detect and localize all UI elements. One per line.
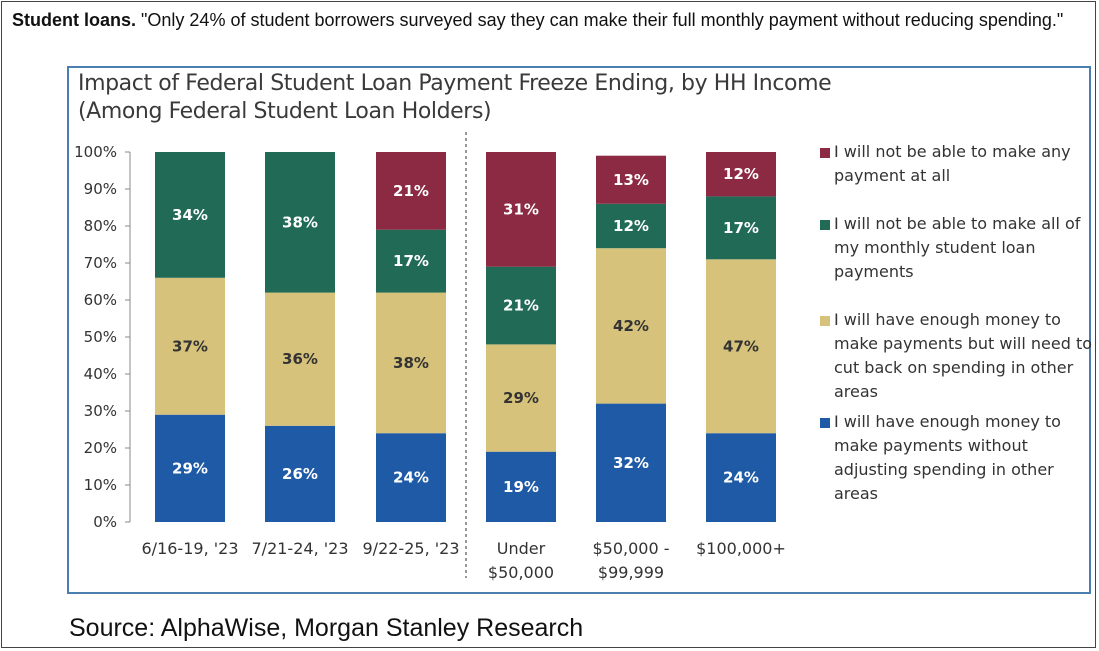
x-category-label: $99,999: [598, 563, 664, 582]
x-category-label: $50,000: [488, 563, 554, 582]
y-tick-label: 60%: [84, 291, 117, 309]
bar-segment: [155, 277, 225, 415]
source-note: Source: AlphaWise, Morgan Stanley Resear…: [69, 614, 584, 642]
legend-item: I will have enough money to make payments…: [818, 410, 1094, 506]
bar-segment: [706, 433, 776, 522]
legend-label: areas: [834, 484, 879, 503]
legend-label: payment at all: [834, 166, 951, 185]
legend-item: I will not be able to make all of my mont…: [818, 212, 1094, 284]
bar-data-label: 36%: [282, 350, 318, 368]
y-tick-label: 30%: [84, 402, 117, 420]
bar-data-label: 12%: [723, 165, 759, 183]
bar-data-label: 31%: [503, 200, 539, 218]
y-tick-label: 70%: [84, 254, 117, 272]
bar-segment: [376, 152, 446, 230]
legend-label: I will have enough money to: [834, 412, 1061, 431]
bar-segment: [486, 266, 556, 345]
bar-segment: [706, 196, 776, 260]
x-category-label: 6/16-19, '23: [142, 539, 239, 558]
bar-data-label: 24%: [393, 469, 429, 487]
bar-data-label: 38%: [393, 354, 429, 372]
legend-label: I will have enough money to: [834, 310, 1061, 329]
legend-swatch: [820, 316, 830, 326]
bar-data-label: 17%: [393, 252, 429, 270]
bar-segment: [706, 259, 776, 434]
chart-frame: [67, 66, 1091, 594]
legend-label: adjusting spending in other: [834, 460, 1054, 479]
y-tick-label: 100%: [74, 143, 117, 161]
bar-segment: [596, 155, 666, 204]
bar-segment: [596, 248, 666, 404]
bar-data-label: 17%: [723, 219, 759, 237]
bar-segment: [376, 229, 446, 293]
bar-segment: [265, 292, 335, 426]
bar-data-label: 37%: [172, 337, 208, 355]
headline-text: "Only 24% of student borrowers surveyed …: [136, 10, 1064, 30]
legend-label: areas: [834, 382, 879, 401]
legend-swatch: [820, 418, 830, 428]
x-category-label: Under: [497, 539, 546, 558]
bar-data-label: 24%: [723, 469, 759, 487]
bar-data-label: 13%: [613, 171, 649, 189]
legend-label: I will not be able to make all of: [834, 214, 1081, 233]
bar-segment: [376, 433, 446, 522]
bar-segment: [155, 414, 225, 522]
bar-segment: [486, 451, 556, 522]
headline: Student loans. "Only 24% of student borr…: [12, 8, 1082, 32]
bar-segment: [706, 152, 776, 197]
legend-label: make payments but will need to: [834, 334, 1093, 353]
legend-label: my monthly student loan: [834, 238, 1036, 257]
bar-data-label: 19%: [503, 478, 539, 496]
legend-label: payments: [834, 262, 914, 281]
legend-item: I will not be able to make any payment at…: [818, 140, 1094, 188]
legend-swatch: [820, 220, 830, 230]
bar-data-label: 32%: [613, 454, 649, 472]
legend-swatch: [820, 148, 830, 158]
y-tick-label: 50%: [84, 328, 117, 346]
bar-data-label: 29%: [503, 389, 539, 407]
y-tick-label: 0%: [93, 513, 117, 531]
bar-segment: [596, 403, 666, 522]
bar-segment: [486, 152, 556, 267]
bar-data-label: 21%: [393, 182, 429, 200]
x-category-label: 9/22-25, '23: [363, 539, 460, 558]
x-category-label: 7/21-24, '23: [252, 539, 349, 558]
y-tick-label: 10%: [84, 476, 117, 494]
bar-data-label: 47%: [723, 337, 759, 355]
bar-segment: [155, 152, 225, 278]
bar-segment: [486, 344, 556, 452]
y-tick-label: 20%: [84, 439, 117, 457]
x-category-label: $100,000+: [696, 539, 786, 558]
bar-data-label: 21%: [503, 297, 539, 315]
bar-data-label: 42%: [613, 317, 649, 335]
bar-data-label: 26%: [282, 465, 318, 483]
bar-segment: [596, 203, 666, 249]
chart-legend: I will not be able to make any payment at…: [818, 140, 1094, 506]
bar-segment: [265, 152, 335, 293]
x-category-label: $50,000 -: [592, 539, 669, 558]
legend-item: I will have enough money to make payments…: [818, 308, 1094, 404]
bar-data-label: 34%: [172, 206, 208, 224]
y-tick-label: 80%: [84, 217, 117, 235]
y-tick-label: 40%: [84, 365, 117, 383]
headline-bold: Student loans.: [12, 10, 137, 30]
chart-title: Impact of Federal Student Loan Payment F…: [78, 71, 832, 124]
legend-label: make payments without: [834, 436, 1028, 455]
bar-data-label: 38%: [282, 213, 318, 231]
y-tick-label: 90%: [84, 180, 117, 198]
legend-label: cut back on spending in other: [834, 358, 1074, 377]
bar-data-label: 29%: [172, 459, 208, 477]
bar-data-label: 12%: [613, 217, 649, 235]
bar-segment: [376, 292, 446, 434]
legend-label: I will not be able to make any: [834, 142, 1071, 161]
bar-segment: [265, 425, 335, 522]
